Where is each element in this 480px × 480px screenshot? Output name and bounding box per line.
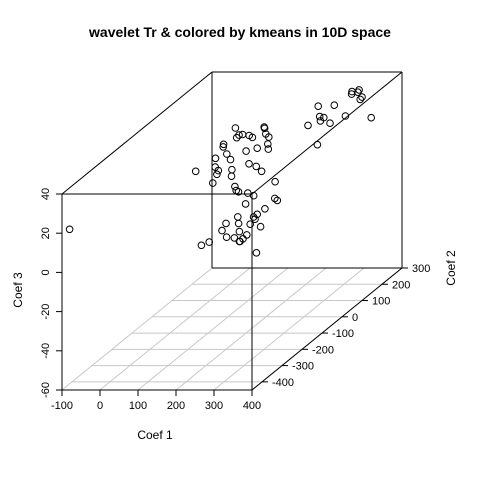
data-point — [313, 140, 322, 149]
data-point — [245, 131, 253, 140]
data-point — [249, 191, 258, 200]
box-edge — [251, 267, 403, 391]
data-point — [315, 112, 324, 121]
data-point — [358, 93, 366, 101]
data-point — [257, 167, 266, 176]
data-point — [251, 215, 259, 223]
x-tick-label: 400 — [243, 400, 261, 412]
y-tick-label: -100 — [332, 328, 354, 340]
y-tick-label: -200 — [312, 344, 334, 356]
data-point — [245, 160, 253, 168]
data-point — [241, 200, 250, 208]
grid-line-x — [99, 267, 251, 391]
data-point — [191, 167, 200, 176]
data-point — [65, 225, 74, 234]
data-point — [235, 237, 244, 246]
axis-ticks: -100 0 100 200 300 400-60-40-2002040-400-300-… — [40, 188, 430, 412]
data-point — [273, 196, 282, 205]
chart-title: wavelet Tr & colored by kmeans in 10D sp… — [88, 24, 391, 40]
data-point — [219, 143, 227, 151]
data-point — [222, 233, 231, 241]
x-tick-label: 200 — [167, 400, 185, 412]
data-point — [234, 219, 243, 228]
grid-line-x — [213, 267, 365, 391]
data-point — [214, 166, 223, 175]
data-point — [348, 87, 356, 96]
data-point — [219, 140, 228, 149]
grid-line-x — [175, 267, 327, 391]
y-tick-label: -400 — [272, 377, 294, 389]
data-point — [330, 101, 339, 109]
data-point — [261, 205, 269, 213]
data-point — [341, 112, 350, 120]
data-point — [253, 144, 262, 152]
grid-line-x — [137, 267, 289, 391]
floor-grid — [61, 267, 403, 391]
z-tick-label: 40 — [40, 188, 52, 200]
data-point — [213, 170, 221, 179]
data-point — [243, 231, 251, 239]
data-point — [231, 124, 240, 132]
data-point — [218, 226, 226, 235]
z-tick-label: 0 — [40, 269, 52, 275]
z-tick-label: -60 — [40, 382, 52, 398]
data-point — [246, 220, 254, 228]
data-point — [227, 172, 236, 180]
x-tick-label: 100 — [129, 400, 147, 412]
z-tick-label: 20 — [40, 227, 52, 239]
y-tick-label: 300 — [412, 263, 430, 275]
data-point — [367, 113, 376, 122]
data-point — [197, 241, 206, 250]
data-point — [205, 238, 213, 246]
y-tick-label: -300 — [292, 361, 314, 373]
data-point — [271, 177, 279, 186]
box-edge — [251, 71, 403, 195]
data-point — [235, 227, 244, 236]
data-point — [256, 222, 265, 231]
data-point — [232, 186, 240, 195]
data-point — [252, 162, 261, 171]
z-tick-label: -40 — [40, 343, 52, 359]
data-point — [264, 145, 273, 153]
data-point — [235, 131, 243, 139]
data-point — [209, 179, 217, 187]
z-tick-label: -20 — [40, 304, 52, 320]
data-point — [223, 150, 231, 158]
y-tick-label: 200 — [392, 279, 410, 291]
z-axis-label: Coef 3 — [11, 272, 25, 308]
data-point — [271, 194, 279, 203]
y-tick-label: 100 — [372, 296, 390, 308]
data-point — [265, 133, 273, 141]
x-axis-label: Coef 1 — [137, 428, 173, 442]
data-point — [211, 154, 220, 163]
x-tick-label: -100 — [51, 400, 73, 412]
data-point — [249, 213, 258, 221]
data-point — [354, 88, 362, 96]
data-point — [232, 133, 241, 142]
data-point — [222, 219, 230, 228]
data-point — [304, 121, 312, 130]
data-point — [231, 182, 239, 191]
data-point — [260, 123, 269, 131]
data-points — [65, 86, 376, 257]
data-point — [320, 113, 328, 122]
bounding-box — [61, 71, 403, 391]
x-tick-label: 0 — [97, 400, 103, 412]
data-point — [230, 234, 239, 242]
y-axis-label: Coef 2 — [444, 250, 458, 286]
data-point — [326, 119, 334, 127]
box-edge — [61, 71, 213, 195]
grid-line-x — [61, 267, 213, 391]
data-point — [252, 249, 261, 257]
data-point — [356, 95, 365, 104]
data-point — [242, 147, 250, 155]
data-point — [226, 155, 235, 164]
data-point — [314, 102, 323, 110]
x-tick-label: 300 — [205, 400, 223, 412]
y-tick-label: 0 — [352, 312, 358, 324]
